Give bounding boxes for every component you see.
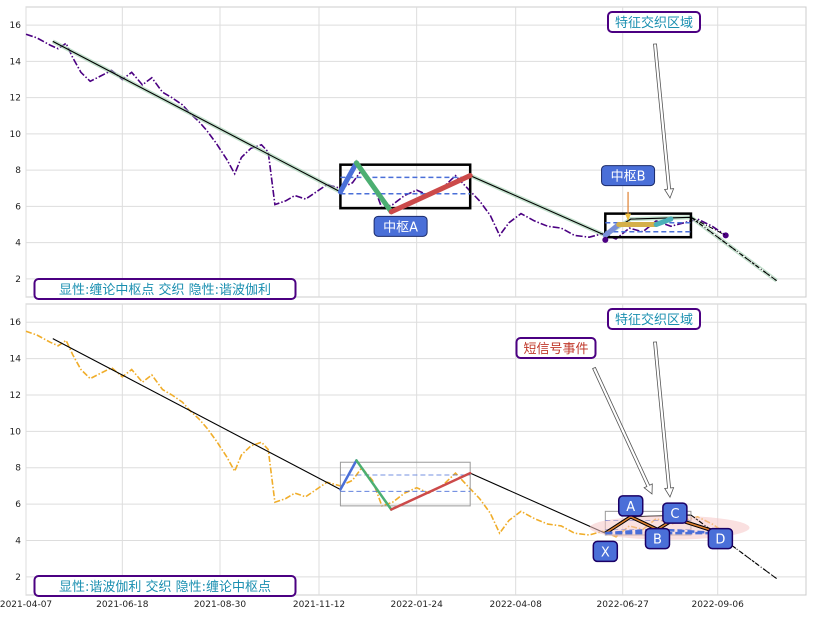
y-tick-label: 4 <box>15 536 21 546</box>
bottom-feature-zone-label-text: 特征交织区域 <box>615 312 693 328</box>
harmonic-point-b: B <box>644 527 671 550</box>
price-line <box>25 33 727 240</box>
top-legend-label-box <box>33 278 297 300</box>
pivot-b-arrowhead <box>625 213 632 221</box>
pivot-stroke <box>355 459 393 511</box>
harmonic-point-d: D <box>707 527 734 550</box>
pivot-b-label: 中枢B <box>601 165 656 187</box>
harmonic-point-box <box>617 495 644 517</box>
top-panel: 2 4 6 8 10 12 14 16 <box>10 6 807 298</box>
harmonic-point-label: B <box>653 533 662 548</box>
pivot-stroke <box>653 216 674 227</box>
top-feature-arrow <box>653 43 675 199</box>
x-tick-label: 2022-09-06 <box>692 600 745 610</box>
bottom-feature-zone-label-box <box>607 308 701 330</box>
x-tick-label: 2021-11-12 <box>293 600 345 610</box>
pivot-a-label-box <box>373 215 428 237</box>
harmonic-point-box <box>592 540 619 563</box>
pivot-stroke <box>602 222 622 238</box>
pivot-stroke <box>388 173 473 215</box>
harmonic-point-c: C <box>662 502 688 524</box>
y-tick-label: 2 <box>15 573 21 583</box>
y-tick-label: 6 <box>15 202 21 212</box>
top-panel-frame <box>25 6 807 298</box>
pivot-b-label-text: 中枢B <box>611 170 646 185</box>
pivot-a-label: 中枢A <box>373 215 428 237</box>
pivot-box <box>339 461 471 507</box>
y-tick-label: 14 <box>10 57 22 67</box>
pivot-b-label-box <box>601 165 656 187</box>
top-feature-arrow-shape <box>653 43 675 199</box>
pivot-box <box>339 163 472 210</box>
y-tick-label: 10 <box>10 130 22 140</box>
y-tick-label: 12 <box>10 94 21 104</box>
x-tick-label: 2022-06-27 <box>597 600 649 610</box>
y-tick-label: 14 <box>10 355 22 365</box>
y-tick-label: 12 <box>10 391 21 401</box>
y-tick-label: 8 <box>15 464 21 474</box>
projection-line <box>690 514 777 580</box>
pivot-stroke <box>389 471 472 511</box>
bottom-feature-arrow <box>653 341 675 498</box>
x-tick-label: 2021-06-18 <box>96 600 149 610</box>
short-signal-label-box <box>515 337 597 359</box>
y-tick-label: 2 <box>15 275 21 285</box>
projection-line <box>690 216 726 236</box>
harmonic-point-label: C <box>670 507 679 522</box>
harmonic-point-x: X <box>592 540 619 563</box>
y-tick-label: 8 <box>15 166 21 176</box>
pivot-stroke <box>339 459 358 491</box>
harmonic-point-label: A <box>626 500 635 515</box>
projection-line <box>690 216 777 282</box>
y-tick-label: 16 <box>10 21 22 31</box>
endpoint-marker <box>602 236 609 243</box>
top-legend-label-text: 显性:缠论中枢点 交织 隐性:谐波伽利 <box>59 282 271 298</box>
top-legend-label: 显性:缠论中枢点 交织 隐性:谐波伽利 <box>33 278 297 300</box>
short-signal-arrow <box>592 366 653 495</box>
bottom-legend-label: 显性:谐波伽利 交织 隐性:缠论中枢点 <box>33 575 297 597</box>
short-signal-label-text: 短信号事件 <box>523 342 588 357</box>
pivot-stroke <box>353 160 394 215</box>
top-feature-zone-label-box <box>607 11 701 33</box>
harmonic-point-label: X <box>601 545 610 560</box>
x-tick-label: 2022-01-24 <box>391 600 444 610</box>
y-tick-label: 6 <box>15 500 21 510</box>
endpoint-marker <box>722 232 729 239</box>
bottom-legend-label-text: 显性:谐波伽利 交织 隐性:缠论中枢点 <box>59 579 271 595</box>
pivot-box <box>604 212 693 239</box>
bottom-panel: 2 4 6 8 10 12 14 16 2021-04-07 2021-06-18 2021-08-… <box>0 303 807 610</box>
x-tick-label: 2022-04-08 <box>490 600 543 610</box>
bottom-panel-frame <box>25 303 807 596</box>
short-signal-label: 短信号事件 <box>515 337 597 359</box>
harmonic-point-box <box>644 527 671 550</box>
harmonic-point-box <box>662 502 688 524</box>
harmonic-point-a: A <box>617 495 644 517</box>
pivot-stroke <box>337 160 359 195</box>
bottom-feature-arrow-shape <box>653 341 675 498</box>
y-tick-label: 16 <box>10 318 22 328</box>
y-tick-label: 4 <box>15 239 21 249</box>
x-tick-label: 2021-04-07 <box>0 600 52 610</box>
y-tick-label: 10 <box>10 427 22 437</box>
bottom-legend-label-box <box>33 575 297 597</box>
short-signal-arrow-shape <box>592 366 653 495</box>
harmonic-point-label: D <box>715 533 725 548</box>
bottom-feature-zone-label: 特征交织区域 <box>607 308 701 330</box>
x-tick-label: 2021-08-30 <box>194 600 247 610</box>
top-feature-zone-label-text: 特征交织区域 <box>615 15 693 31</box>
harmonic-point-box <box>707 527 734 550</box>
top-feature-zone-label: 特征交织区域 <box>607 11 701 33</box>
pivot-a-label-text: 中枢A <box>383 220 418 235</box>
